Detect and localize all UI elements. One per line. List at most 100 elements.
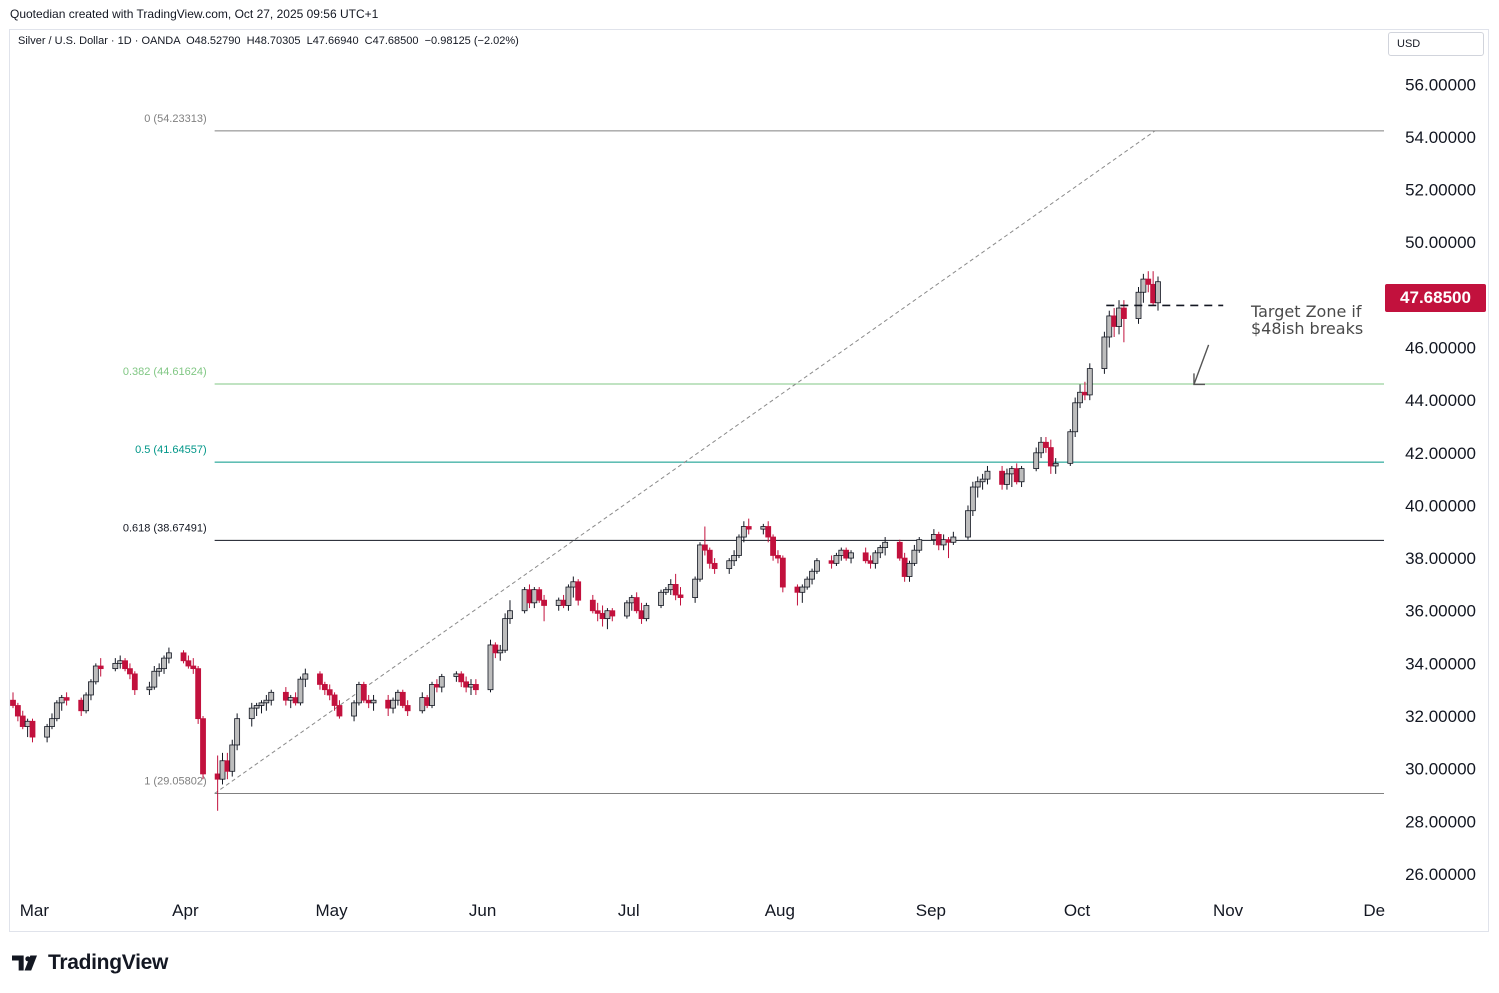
target-zone-annotation[interactable]: Target Zone if $48ish breaks <box>1251 303 1363 337</box>
candle-body <box>667 584 674 591</box>
candle-body <box>365 699 372 704</box>
candle-body <box>472 684 479 691</box>
candle-body <box>1033 452 1040 470</box>
candle-body <box>1018 468 1025 483</box>
price-tick-label: 40.00000 <box>1405 496 1476 515</box>
candle-body <box>745 526 752 530</box>
candle-body <box>24 720 31 727</box>
candle-body <box>502 618 509 651</box>
brand[interactable]: TradingView <box>12 951 168 975</box>
candle-body <box>979 478 986 483</box>
candle-body <box>1072 402 1079 433</box>
candle-body <box>843 549 850 559</box>
candle-body <box>838 549 845 556</box>
candle-body <box>429 684 435 706</box>
currency-selector[interactable]: USD <box>1388 32 1484 56</box>
candle-body <box>83 694 89 712</box>
candle-body <box>453 673 460 677</box>
candle-body <box>740 526 747 538</box>
candle-body <box>385 699 392 709</box>
candle-body <box>468 684 474 688</box>
candle-body <box>877 547 884 554</box>
candle-body <box>1106 315 1113 338</box>
candle-body <box>253 705 260 709</box>
candle-body <box>1101 336 1108 369</box>
candle-body <box>867 560 874 564</box>
candle-body <box>1077 391 1083 404</box>
annotation-line-2: $48ish breaks <box>1251 319 1364 338</box>
candle-body <box>628 597 635 604</box>
candle-body <box>248 707 255 720</box>
candle-body <box>433 684 440 688</box>
candle-body <box>317 673 323 685</box>
candle-body <box>390 699 396 709</box>
candle-body <box>770 536 776 556</box>
candle-body <box>799 586 806 593</box>
price-tick-label: 54.00000 <box>1405 128 1476 147</box>
candle-body <box>624 602 630 617</box>
candle-body <box>536 589 543 601</box>
candle-body <box>156 668 163 672</box>
candle-body <box>677 594 684 598</box>
price-tick-label: 30.00000 <box>1405 760 1476 779</box>
candle-body <box>555 599 562 606</box>
time-tick-label: Jul <box>618 901 640 920</box>
candle-body <box>219 760 226 780</box>
price-tick-label: 36.00000 <box>1405 602 1476 621</box>
fib-level-label: 0.5 (41.64557) <box>135 444 207 456</box>
candle-body <box>565 586 572 606</box>
time-axis[interactable]: Mar Apr May Jun Jul Aug Sep Oct Nov De <box>20 901 1385 920</box>
candle-body <box>848 552 854 559</box>
candle-body <box>882 541 889 548</box>
candle-body <box>984 470 991 480</box>
candle-body <box>1052 462 1059 467</box>
candle-body <box>263 699 270 704</box>
last-price-tag: 47.68500 <box>1385 284 1486 312</box>
candle-body <box>151 670 158 688</box>
candle-body <box>828 560 835 564</box>
candle-body <box>229 744 236 772</box>
candles <box>10 271 1161 811</box>
fib-trend-line[interactable] <box>214 130 1156 794</box>
candle-body <box>760 526 767 530</box>
price-tick-label: 28.00000 <box>1405 812 1476 831</box>
drawings[interactable] <box>1106 304 1224 386</box>
fib-retracement[interactable]: 0 (54.23313) 0.382 (44.61624) 0.5 (41.6455… <box>123 113 1384 794</box>
candle-body <box>940 539 947 546</box>
candle-body <box>575 581 582 601</box>
candle-body <box>711 562 718 570</box>
candle-body <box>321 684 328 691</box>
candle-body <box>521 589 528 612</box>
time-tick-label: Apr <box>172 901 199 920</box>
candle-body <box>794 586 801 593</box>
fib-level-label: 1 (29.05802) <box>144 775 206 787</box>
candle-body <box>200 718 206 775</box>
time-tick-label: Aug <box>765 901 795 920</box>
time-tick-label: Nov <box>1213 901 1244 920</box>
candle-body <box>122 660 128 670</box>
candle-body <box>131 673 138 691</box>
chart-frame <box>9 29 1489 932</box>
price-tick-label: 50.00000 <box>1405 233 1476 252</box>
candle-body <box>736 536 742 556</box>
candle-body <box>487 644 494 691</box>
target-arrow-head <box>1193 373 1205 386</box>
candle-body <box>872 552 879 564</box>
candle-body <box>29 720 36 738</box>
candle-body <box>935 534 942 546</box>
price-axis[interactable]: 26.00000 28.00000 30.00000 32.00000 34.00000… <box>1405 75 1476 884</box>
candle-body <box>594 610 601 614</box>
price-tick-label: 38.00000 <box>1405 549 1476 568</box>
candle-body <box>360 684 367 701</box>
candle-body <box>814 560 820 572</box>
candle-body <box>969 486 976 512</box>
candle-body <box>492 644 499 654</box>
candle-body <box>1140 278 1147 293</box>
candle-body <box>1086 368 1093 396</box>
candle-body <box>351 702 357 717</box>
candle-body <box>658 591 664 606</box>
candle-body <box>599 612 606 620</box>
candle-body <box>604 610 611 620</box>
price-tick-label: 42.00000 <box>1405 444 1476 463</box>
